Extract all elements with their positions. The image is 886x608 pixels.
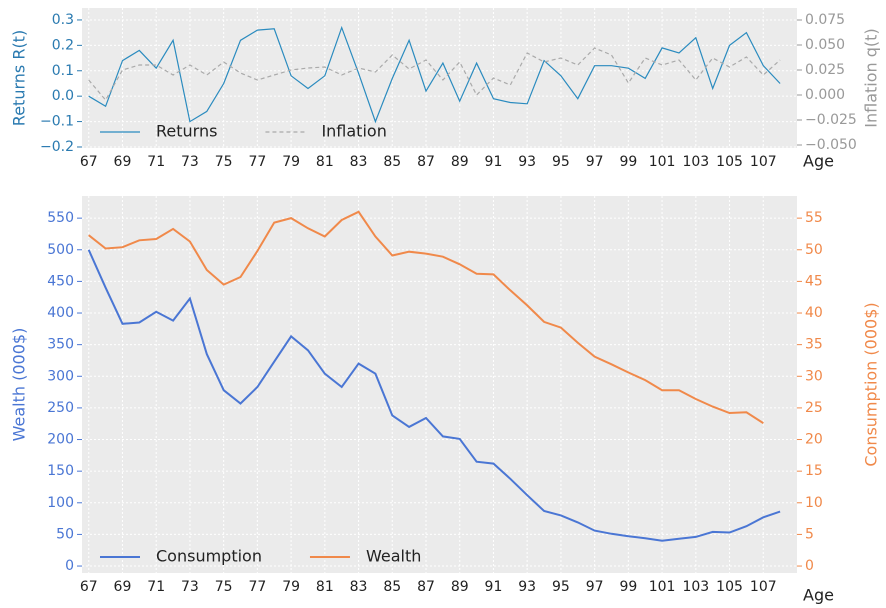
x-tick-label: 99 (619, 579, 637, 595)
x-tick-label: 91 (485, 579, 503, 595)
y2-tick-label: 0 (805, 558, 814, 574)
legend-label: Consumption (156, 547, 262, 566)
series-line (87, 249, 781, 542)
x-axis-label: Age (803, 586, 834, 605)
y-tick-label: 50 (56, 526, 74, 542)
y-axis-label: Wealth (000$) (10, 328, 29, 442)
x-tick-label: 75 (215, 579, 233, 595)
x-tick-label: 107 (750, 154, 777, 170)
x-tick-label: 99 (619, 154, 637, 170)
x-tick-label: 71 (147, 579, 165, 595)
x-tick-label: 73 (181, 154, 199, 170)
y-tick-label: 0.2 (52, 37, 74, 53)
y-tick-label: 0.1 (52, 63, 74, 79)
x-tick-label: 103 (682, 154, 709, 170)
x-tick-label: 101 (649, 579, 676, 595)
y2-tick-label: 15 (805, 463, 823, 479)
y-tick-label: 300 (47, 368, 74, 384)
y-tick-label: 100 (47, 495, 74, 511)
x-tick-label: 81 (316, 579, 334, 595)
y2-tick-label: 5 (805, 526, 814, 542)
x-tick-label: 85 (383, 579, 401, 595)
x-tick-label: 95 (552, 579, 570, 595)
x-tick-label: 93 (518, 579, 536, 595)
x-tick-label: 87 (417, 154, 435, 170)
legend-label: Wealth (366, 547, 421, 566)
x-tick-label: 87 (417, 579, 435, 595)
x-tick-label: 93 (518, 154, 536, 170)
y2-tick-label: 0.075 (805, 12, 845, 28)
y2-tick-label: 45 (805, 273, 823, 289)
legend-label: Returns (156, 122, 217, 141)
y-tick-label: 250 (47, 400, 74, 416)
x-tick-label: 103 (682, 579, 709, 595)
plot-area (82, 196, 797, 573)
y2-axis-label: Inflation q(t) (862, 28, 881, 127)
y2-tick-label: 50 (805, 242, 823, 258)
y2-tick-label: 0.000 (805, 87, 845, 103)
series-line (88, 210, 764, 424)
y2-tick-label: 0.025 (805, 62, 845, 78)
x-tick-label: 89 (451, 579, 469, 595)
y-tick-label: 350 (47, 337, 74, 353)
x-axis-label: Age (803, 152, 834, 171)
x-tick-label: 77 (248, 579, 266, 595)
x-tick-label: 73 (181, 579, 199, 595)
x-tick-label: 89 (451, 154, 469, 170)
y2-tick-label: 0.050 (805, 37, 845, 53)
x-tick-label: 97 (586, 154, 604, 170)
y2-tick-label: 20 (805, 432, 823, 448)
x-tick-label: 69 (114, 154, 132, 170)
y2-tick-label: 35 (805, 337, 823, 353)
x-tick-label: 67 (80, 579, 98, 595)
y-tick-label: 0.0 (52, 88, 74, 104)
x-tick-label: 79 (282, 579, 300, 595)
y-tick-label: 0.3 (52, 12, 74, 28)
y-tick-label: 150 (47, 463, 74, 479)
y2-tick-label: 30 (805, 368, 823, 384)
x-tick-label: 95 (552, 154, 570, 170)
x-tick-label: 75 (215, 154, 233, 170)
y-tick-label: 550 (47, 210, 74, 226)
y2-tick-label: 10 (805, 495, 823, 511)
x-tick-label: 83 (350, 154, 368, 170)
y-axis-label: Returns R(t) (10, 30, 29, 126)
x-tick-label: 105 (716, 154, 743, 170)
x-tick-label: 97 (586, 579, 604, 595)
x-tick-label: 77 (248, 154, 266, 170)
y-tick-label: 450 (47, 273, 74, 289)
y-tick-label: −0.1 (40, 114, 74, 130)
y2-tick-label: 55 (805, 210, 823, 226)
y2-tick-label: 25 (805, 400, 823, 416)
x-tick-label: 85 (383, 154, 401, 170)
y2-tick-label: −0.025 (805, 112, 857, 128)
y2-axis-label: Consumption (000$) (862, 302, 881, 466)
y-tick-label: 500 (47, 242, 74, 258)
y-tick-label: 400 (47, 305, 74, 321)
y-tick-label: −0.2 (40, 139, 74, 155)
x-tick-label: 79 (282, 154, 300, 170)
y2-tick-label: −0.050 (805, 137, 857, 153)
plot-area (82, 8, 797, 148)
x-tick-label: 101 (649, 154, 676, 170)
x-tick-label: 107 (750, 579, 777, 595)
x-tick-label: 67 (80, 154, 98, 170)
x-tick-label: 91 (485, 154, 503, 170)
legend-label: Inflation (321, 122, 386, 141)
series-line (88, 25, 781, 124)
y2-tick-label: 40 (805, 305, 823, 321)
y-tick-label: 0 (65, 558, 74, 574)
x-tick-label: 71 (147, 154, 165, 170)
x-tick-label: 81 (316, 154, 334, 170)
x-tick-label: 83 (350, 579, 368, 595)
x-tick-label: 69 (114, 579, 132, 595)
x-tick-label: 105 (716, 579, 743, 595)
series-line (88, 47, 781, 102)
y-tick-label: 200 (47, 432, 74, 448)
